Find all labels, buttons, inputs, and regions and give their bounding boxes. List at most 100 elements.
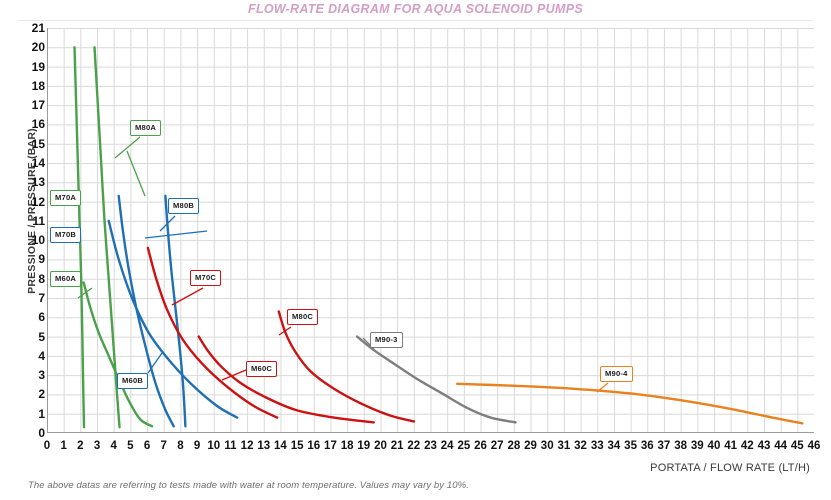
curve-m70c — [146, 246, 279, 419]
callout-m70b[interactable]: M70B — [50, 227, 82, 243]
y-tick-label: 3 — [38, 368, 45, 383]
x-tick-label: 45 — [790, 440, 804, 452]
y-tick-label: 14 — [31, 156, 45, 170]
plot-area — [47, 28, 814, 433]
curve-m60c — [197, 335, 376, 424]
footnote-text: The above datas are referring to tests m… — [28, 480, 469, 491]
curve-m80c — [277, 310, 416, 423]
callout-m70a[interactable]: M70A — [50, 190, 82, 206]
x-tick-label: 24 — [440, 440, 454, 452]
x-tick-label: 27 — [490, 440, 504, 452]
x-tick-label: 13 — [257, 440, 271, 452]
x-tick-label: 29 — [524, 440, 537, 452]
curve-m70b — [117, 194, 175, 428]
x-axis-ticks: 0 1 2 3 4 5 6 7 8 9 10 11 12 13 14 15 16 17 18 19 20 21 22 23 24… — [0, 440, 831, 461]
x-tick-label: 17 — [324, 440, 337, 452]
callout-m90-3[interactable]: M90-3 — [370, 332, 403, 348]
curve-m60a — [82, 281, 154, 428]
x-tick-label: 33 — [590, 440, 604, 452]
x-tick-label: 34 — [607, 440, 621, 452]
y-tick-label: 17 — [31, 98, 45, 113]
curve-m90-3 — [355, 335, 517, 424]
y-tick-label: 5 — [38, 329, 45, 344]
x-tick-label: 18 — [340, 440, 354, 452]
x-tick-label: 5 — [127, 440, 134, 452]
x-tick-label: 2 — [77, 440, 84, 452]
callout-m80c[interactable]: M80C — [287, 309, 319, 325]
y-tick-label: 0 — [38, 426, 45, 440]
y-tick-label: 13 — [31, 175, 45, 190]
y-tick-label: 10 — [31, 233, 45, 248]
x-tick-label: 43 — [757, 440, 771, 452]
x-tick-label: 11 — [224, 440, 237, 452]
x-tick-label: 41 — [724, 440, 738, 452]
y-tick-label: 8 — [38, 271, 45, 286]
data-curves — [73, 46, 804, 429]
x-tick-label: 36 — [640, 440, 654, 452]
y-tick-label: 9 — [38, 252, 45, 267]
x-tick-label: 22 — [407, 440, 421, 452]
curve-m90-4 — [455, 382, 804, 425]
x-tick-label: 38 — [674, 440, 687, 452]
page-title: FLOW-RATE DIAGRAM FOR AQUA SOLENOID PUMP… — [248, 2, 583, 16]
curve-m80a — [93, 46, 121, 429]
x-tick-label: 30 — [540, 440, 554, 452]
x-tick-label: 40 — [707, 440, 721, 452]
callout-m60a[interactable]: M60A — [50, 271, 82, 287]
x-tick-label: 3 — [93, 440, 101, 452]
chart-svg — [47, 28, 814, 433]
x-tick-label: 12 — [240, 440, 254, 452]
x-tick-label: 20 — [374, 440, 387, 452]
x-tick-label: 39 — [690, 440, 704, 452]
x-axis-label: PORTATA / FLOW RATE (LT/H) — [650, 462, 810, 474]
y-tick-label: 18 — [31, 78, 45, 93]
x-tick-label: 14 — [274, 440, 287, 452]
x-tick-label: 37 — [657, 440, 671, 452]
curve-m60b — [107, 219, 239, 419]
callout-m60c[interactable]: M60C — [246, 361, 278, 377]
x-tick-label: 7 — [160, 440, 167, 452]
callout-m90-4[interactable]: M90-4 — [600, 366, 633, 382]
x-tick-label: 6 — [143, 440, 151, 452]
x-tick-label: 19 — [357, 440, 371, 452]
y-tick-label: 15 — [31, 136, 45, 151]
axis-lines — [47, 28, 814, 433]
x-tick-label: 28 — [507, 440, 521, 452]
x-tick-label: 10 — [207, 440, 221, 452]
y-tick-label: 2 — [38, 387, 45, 402]
x-tick-label: 23 — [424, 440, 437, 452]
x-tick-label: 31 — [557, 440, 571, 452]
y-tick-label: 6 — [38, 310, 45, 325]
y-tick-label: 21 — [31, 21, 45, 35]
y-tick-label: 20 — [31, 40, 45, 55]
y-tick-label: 19 — [31, 59, 45, 74]
y-tick-label: 12 — [31, 194, 45, 209]
title-divider — [18, 20, 813, 21]
x-tick-label: 1 — [60, 440, 67, 452]
x-tick-label: 16 — [307, 440, 321, 452]
y-tick-label: 7 — [38, 291, 45, 305]
x-tick-label: 44 — [774, 440, 788, 452]
x-tick-label: 42 — [740, 440, 754, 452]
x-tick-label: 4 — [110, 440, 117, 452]
y-tick-label: 16 — [31, 117, 45, 132]
callout-m80b[interactable]: M80B — [168, 198, 200, 214]
x-tick-label: 21 — [390, 440, 404, 452]
x-tick-label: 25 — [457, 440, 471, 452]
x-tick-label: 46 — [807, 440, 821, 452]
callout-m80a[interactable]: M80A — [130, 120, 162, 136]
callout-m70c[interactable]: M70C — [190, 270, 222, 286]
x-tick-label: 15 — [290, 440, 304, 452]
x-tick-label: 8 — [177, 440, 184, 452]
x-tick-label: 0 — [43, 440, 51, 452]
x-tick-label: 26 — [474, 440, 487, 452]
grid-lines — [47, 28, 814, 433]
y-tick-label: 1 — [38, 406, 45, 421]
x-tick-label: 35 — [624, 440, 637, 452]
y-tick-label: 4 — [38, 348, 45, 363]
y-axis-ticks: 0 1 2 3 4 5 6 7 8 9 10 11 12 13 14 15 16 17 18 19 20 21 — [17, 0, 45, 461]
callout-m60b[interactable]: M60B — [117, 373, 149, 389]
x-tick-label: 32 — [574, 440, 587, 452]
x-tick-label: 9 — [193, 440, 201, 452]
